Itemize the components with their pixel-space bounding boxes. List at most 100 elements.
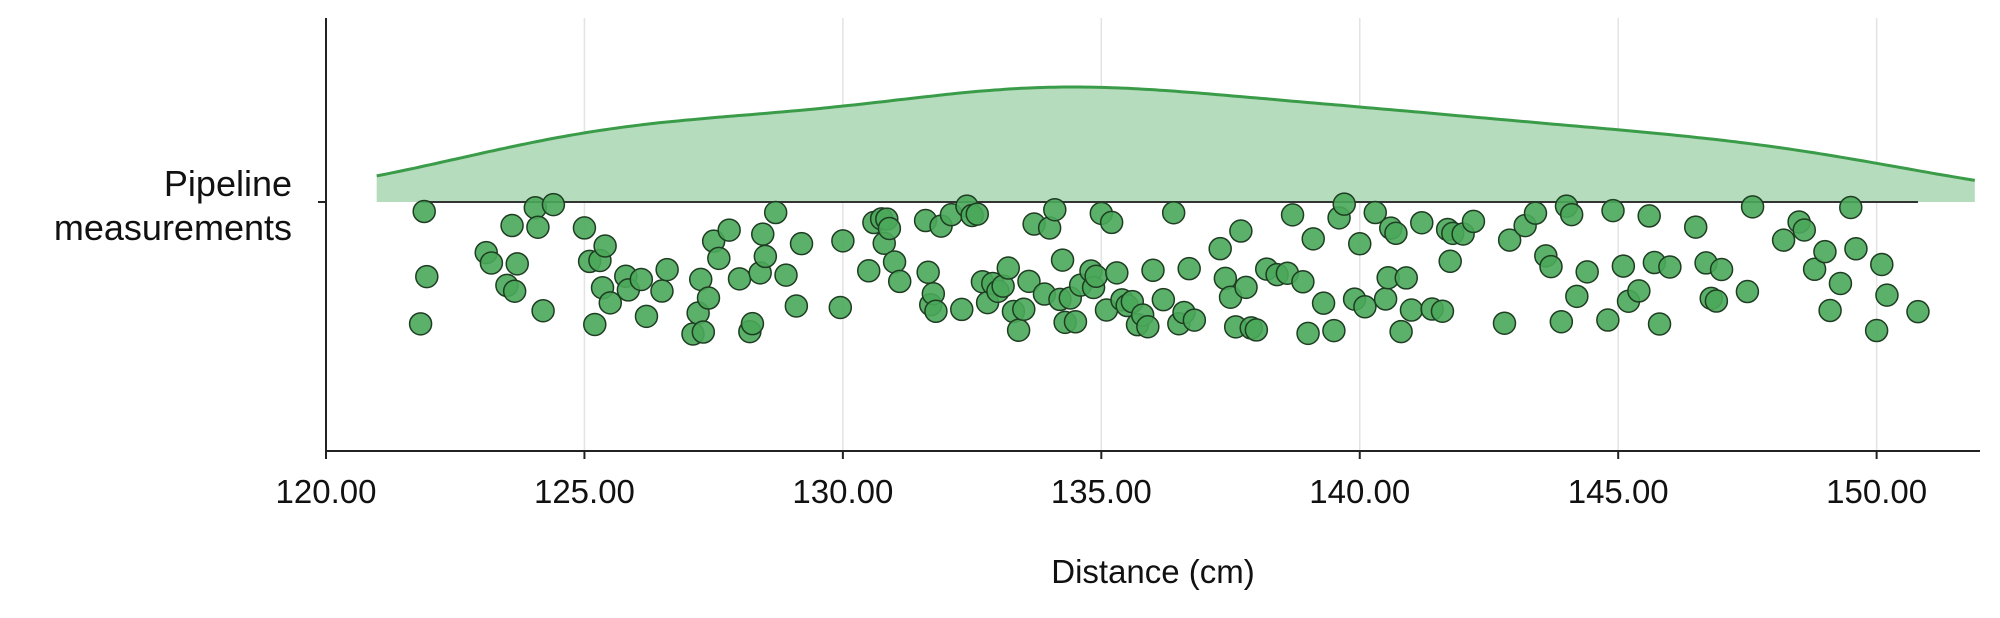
point [1709, 257, 1734, 282]
point [650, 279, 674, 303]
point [1410, 210, 1434, 235]
point [1050, 248, 1075, 272]
point [1792, 218, 1817, 242]
x-tick-label: 120.00 [276, 473, 377, 510]
point [502, 279, 527, 303]
point [1740, 195, 1765, 219]
point [500, 213, 524, 238]
x-tick-label: 130.00 [792, 473, 893, 510]
point [784, 294, 809, 318]
x-tick-label: 145.00 [1568, 473, 1669, 510]
point [996, 256, 1021, 280]
point [1575, 260, 1599, 284]
point [1683, 215, 1708, 239]
point [1523, 201, 1548, 225]
point [408, 312, 433, 336]
point [1136, 314, 1160, 339]
point [629, 267, 654, 292]
point [924, 299, 948, 324]
point [1363, 200, 1388, 225]
point [1182, 308, 1207, 332]
point [1301, 227, 1325, 251]
point [1559, 202, 1584, 227]
point [1864, 318, 1889, 343]
point [1244, 318, 1269, 342]
point [572, 216, 597, 240]
point [1291, 270, 1315, 294]
x-axis-label: Distance (cm) [1051, 553, 1255, 590]
point [763, 200, 788, 225]
point [774, 263, 798, 287]
point [1637, 204, 1661, 228]
point [691, 320, 716, 344]
point [583, 312, 607, 337]
point [696, 286, 721, 310]
point [1099, 210, 1124, 235]
point [598, 291, 623, 315]
point [717, 218, 741, 242]
point [753, 244, 778, 269]
point [887, 269, 912, 294]
point [1906, 299, 1930, 324]
point [1704, 289, 1729, 313]
point [1492, 311, 1517, 335]
point [1296, 321, 1320, 346]
point [789, 231, 814, 256]
point [1161, 200, 1186, 225]
point [526, 215, 550, 239]
point [1735, 279, 1760, 304]
point [856, 259, 881, 283]
point [1208, 236, 1232, 261]
point [1399, 298, 1424, 322]
point [1012, 297, 1036, 322]
point [751, 222, 775, 246]
point [965, 202, 990, 226]
point [1017, 269, 1041, 294]
point [1818, 298, 1842, 323]
point [1348, 232, 1372, 256]
point [1647, 312, 1672, 336]
point [1802, 257, 1827, 282]
point [1234, 275, 1258, 300]
point [1151, 287, 1176, 312]
point [1658, 255, 1682, 279]
point [1177, 256, 1201, 281]
point [1844, 237, 1868, 261]
point [1373, 287, 1398, 311]
x-tick-label: 150.00 [1826, 473, 1927, 510]
point [1461, 209, 1486, 234]
point [415, 264, 439, 289]
point [1771, 228, 1796, 252]
point [1430, 299, 1455, 323]
point [877, 216, 902, 241]
x-tick-label: 125.00 [534, 473, 635, 510]
point [634, 304, 659, 329]
point [727, 267, 752, 291]
point [916, 260, 940, 285]
point [1229, 219, 1253, 243]
point [1438, 249, 1462, 274]
point [1384, 221, 1408, 246]
point [1105, 261, 1129, 285]
point [1084, 264, 1108, 289]
point [1332, 192, 1356, 216]
point [1870, 252, 1894, 277]
point [1311, 291, 1336, 315]
point [412, 199, 436, 224]
point [831, 229, 855, 253]
point [1063, 310, 1088, 334]
point [1280, 203, 1305, 227]
point [1389, 319, 1413, 344]
point [1043, 197, 1067, 222]
point [1565, 284, 1589, 309]
point [882, 250, 907, 274]
point [950, 297, 974, 322]
point [1006, 318, 1031, 342]
point [1601, 198, 1625, 223]
point [505, 252, 529, 276]
point [531, 298, 555, 323]
point [1828, 271, 1853, 296]
point [593, 234, 617, 258]
point [479, 251, 504, 275]
